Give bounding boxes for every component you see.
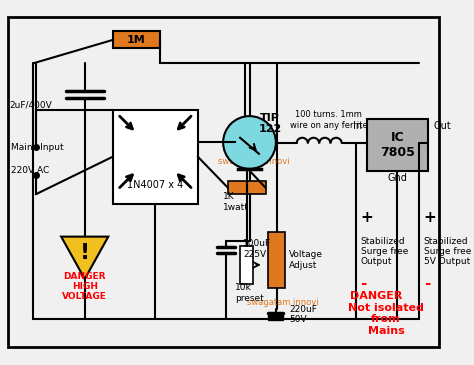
Circle shape [223, 116, 276, 169]
Text: DANGER: DANGER [350, 291, 403, 301]
Text: 1N4007 x 4: 1N4007 x 4 [127, 180, 183, 190]
Text: swagatam innovi: swagatam innovi [246, 298, 318, 307]
Bar [228, 181, 265, 194]
Text: Out: Out [433, 122, 451, 131]
Text: +: + [361, 210, 374, 225]
Text: 220V AC: 220V AC [11, 166, 50, 175]
Bar [240, 246, 253, 284]
Text: Not isolated
from
Mains: Not isolated from Mains [348, 303, 424, 336]
Text: Mains Input: Mains Input [11, 143, 64, 152]
Text: 220uF
50V: 220uF 50V [289, 305, 317, 324]
Polygon shape [61, 237, 108, 279]
Text: Voltage
Adjust: Voltage Adjust [289, 250, 323, 270]
Text: Stabilized
Surge free
Output: Stabilized Surge free Output [361, 237, 408, 266]
Text: 100 turns. 1mm
wire on any ferrite: 100 turns. 1mm wire on any ferrite [290, 110, 367, 130]
Bar [113, 31, 160, 48]
Text: -: - [361, 276, 367, 291]
Text: !: ! [80, 243, 90, 263]
Text: swagatam innovi: swagatam innovi [219, 157, 290, 166]
Text: 2uF/400V: 2uF/400V [9, 100, 52, 110]
Bar [113, 110, 198, 204]
Text: 100uF
225V: 100uF 225V [243, 239, 271, 258]
Bar [268, 232, 285, 288]
Text: In: In [354, 122, 363, 131]
Text: IC
7805: IC 7805 [380, 131, 415, 159]
Text: Gnd: Gnd [387, 173, 407, 183]
Text: +: + [424, 210, 437, 225]
Text: 10k
preset: 10k preset [236, 284, 264, 303]
Text: 1M: 1M [127, 35, 146, 45]
Bar [268, 313, 283, 320]
Text: DANGER
HIGH
VOLTAGE: DANGER HIGH VOLTAGE [62, 272, 107, 301]
Text: Stabilized
Surge free
5V Output: Stabilized Surge free 5V Output [424, 237, 471, 266]
Text: -: - [424, 276, 430, 291]
Bar [367, 119, 428, 171]
Text: 1K
1watt: 1K 1watt [223, 192, 249, 211]
Text: TIP
122: TIP 122 [259, 113, 282, 134]
